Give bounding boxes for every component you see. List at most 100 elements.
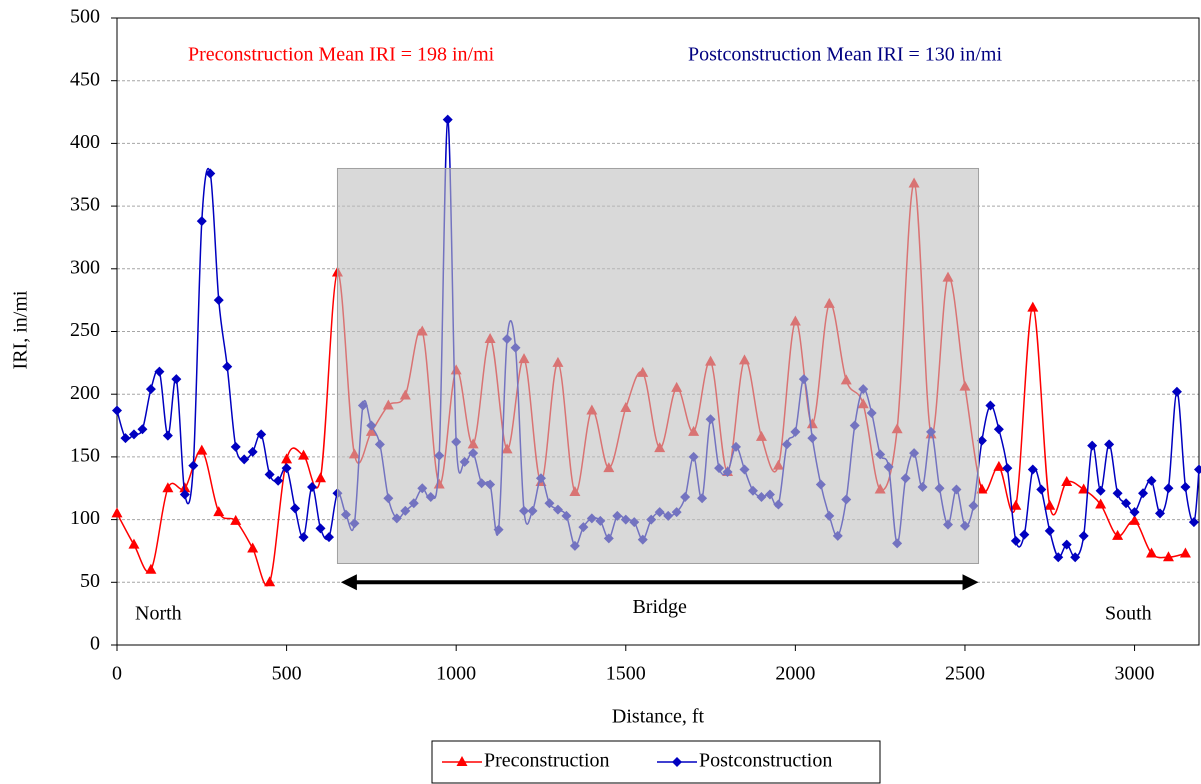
- x-tick-label: 2000: [775, 663, 815, 685]
- marker-diamond: [154, 366, 165, 377]
- pre-mean-label: Preconstruction Mean IRI = 198 in/mi: [188, 44, 495, 66]
- marker-diamond: [1112, 488, 1123, 499]
- marker-diamond: [112, 405, 122, 416]
- marker-diamond: [264, 469, 275, 480]
- marker-triangle: [264, 576, 276, 587]
- marker-triangle: [1044, 499, 1056, 510]
- marker-triangle: [1179, 547, 1191, 558]
- marker-diamond: [1070, 552, 1081, 563]
- marker-diamond: [1188, 517, 1199, 528]
- y-tick-label: 150: [70, 444, 100, 466]
- marker-diamond: [1171, 386, 1182, 397]
- marker-diamond: [1129, 507, 1140, 518]
- legend-label: Preconstruction: [484, 750, 610, 772]
- legend-label: Postconstruction: [699, 750, 832, 772]
- marker-diamond: [222, 361, 233, 372]
- marker-diamond: [323, 532, 334, 543]
- marker-diamond: [137, 424, 148, 435]
- marker-diamond: [1138, 488, 1149, 499]
- marker-diamond: [1163, 483, 1174, 494]
- marker-diamond: [281, 463, 292, 474]
- marker-triangle: [230, 514, 242, 525]
- marker-diamond: [1180, 481, 1191, 492]
- y-tick-label: 50: [80, 570, 100, 592]
- marker-diamond: [273, 475, 284, 486]
- x-tick-label: 2500: [945, 663, 985, 685]
- marker-triangle: [196, 444, 208, 455]
- marker-diamond: [120, 433, 131, 444]
- marker-diamond: [145, 384, 156, 395]
- north-label: North: [135, 603, 182, 625]
- marker-triangle: [1010, 499, 1022, 510]
- x-axis-label: Distance, ft: [612, 706, 705, 728]
- marker-diamond: [171, 374, 182, 385]
- marker-triangle: [179, 482, 191, 493]
- marker-triangle: [1078, 483, 1090, 494]
- marker-diamond: [985, 400, 996, 411]
- marker-triangle: [315, 472, 327, 483]
- marker-triangle: [213, 506, 225, 517]
- marker-diamond: [1087, 440, 1098, 451]
- x-tick-label: 0: [112, 663, 122, 685]
- post-mean-label: Postconstruction Mean IRI = 130 in/mi: [688, 44, 1002, 66]
- marker-triangle: [1027, 301, 1039, 312]
- marker-diamond: [213, 295, 224, 306]
- y-tick-label: 450: [70, 68, 100, 90]
- marker-diamond: [239, 454, 250, 465]
- marker-diamond: [247, 446, 258, 457]
- arrow-head: [962, 574, 979, 591]
- south-label: South: [1105, 603, 1152, 625]
- bridge-label: Bridge: [632, 596, 687, 618]
- y-tick-label: 350: [70, 194, 100, 216]
- marker-diamond: [128, 429, 139, 440]
- marker-diamond: [205, 168, 216, 179]
- marker-diamond: [1002, 463, 1013, 474]
- marker-diamond: [188, 460, 199, 471]
- marker-triangle: [1095, 498, 1107, 509]
- y-axis-label: IRI, in/mi: [10, 290, 32, 369]
- marker-diamond: [993, 424, 1004, 435]
- plot-border: [116, 17, 1200, 646]
- marker-triangle: [1146, 547, 1158, 558]
- x-tick-label: 3000: [1115, 663, 1155, 685]
- marker-diamond: [1027, 464, 1038, 475]
- bridge-shade: [336, 167, 980, 564]
- marker-diamond: [256, 429, 267, 440]
- marker-diamond: [1121, 498, 1132, 509]
- marker-triangle: [145, 563, 157, 574]
- marker-diamond: [162, 430, 173, 441]
- marker-diamond: [290, 503, 301, 514]
- marker-triangle: [281, 453, 293, 464]
- marker-diamond: [1061, 539, 1072, 550]
- marker-diamond: [442, 114, 453, 125]
- marker-triangle: [247, 542, 259, 553]
- marker-diamond: [196, 216, 207, 227]
- marker-triangle: [993, 460, 1005, 471]
- marker-diamond: [1146, 475, 1157, 486]
- marker-diamond: [179, 489, 190, 500]
- marker-triangle: [298, 449, 310, 460]
- marker-diamond: [1044, 525, 1055, 536]
- marker-diamond: [1104, 439, 1115, 450]
- marker-diamond: [315, 523, 326, 534]
- marker-triangle: [128, 538, 140, 549]
- x-tick-label: 500: [272, 663, 302, 685]
- marker-triangle: [976, 483, 988, 494]
- arrow-head: [340, 574, 357, 591]
- marker-diamond: [672, 757, 682, 767]
- marker-triangle: [111, 507, 123, 518]
- y-tick-label: 300: [70, 256, 100, 278]
- y-tick-label: 100: [70, 507, 100, 529]
- marker-triangle: [1162, 551, 1174, 562]
- x-tick-label: 1000: [436, 663, 476, 685]
- y-tick-label: 500: [70, 6, 100, 28]
- y-tick-label: 400: [70, 131, 100, 153]
- marker-diamond: [1036, 484, 1047, 495]
- marker-diamond: [1010, 535, 1021, 546]
- y-tick-label: 0: [90, 633, 100, 655]
- legend-box: [431, 740, 881, 784]
- marker-triangle: [1129, 514, 1141, 525]
- marker-triangle: [1061, 475, 1073, 486]
- marker-triangle: [162, 482, 174, 493]
- y-tick-label: 250: [70, 319, 100, 341]
